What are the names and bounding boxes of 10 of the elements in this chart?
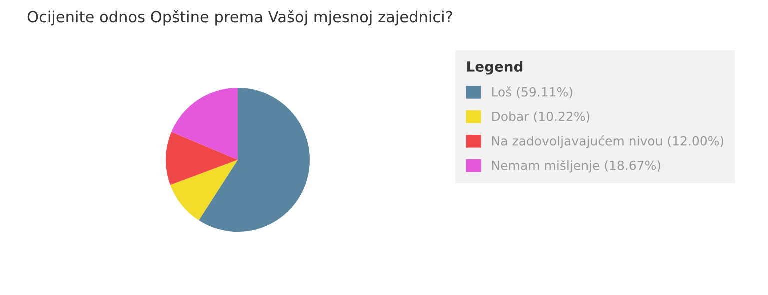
legend-label: Loš (59.11%)	[492, 86, 572, 98]
legend-title: Legend	[468, 61, 523, 75]
legend-label: Na zadovoljavajućem nivou (12.00%)	[492, 136, 724, 148]
chart-title: Ocijenite odnos Opštine prema Vašoj mjesnoj zajednici?	[28, 10, 452, 26]
pie-slice	[170, 160, 238, 221]
pie-slice	[172, 88, 238, 160]
legend-label: Nemam mišljenje (18.67%)	[492, 160, 660, 173]
pie-slice	[199, 88, 310, 232]
legend-label: Dobar (10.22%)	[492, 112, 590, 123]
pie-slice	[166, 132, 238, 186]
